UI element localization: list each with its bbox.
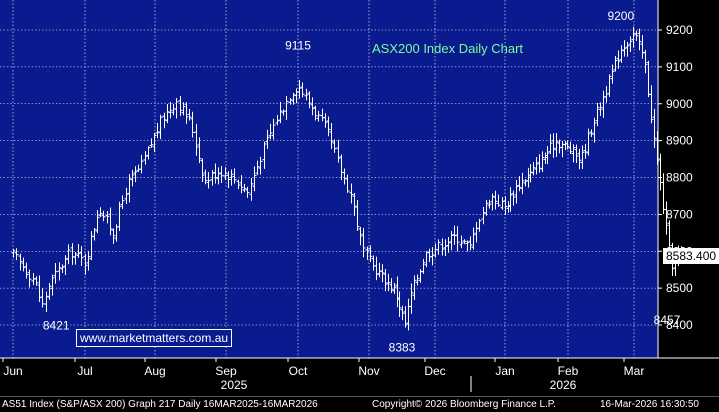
x-month-label: Oct [289, 364, 308, 378]
x-month-label: Dec [424, 364, 445, 378]
y-tick-label: 9200 [666, 23, 693, 37]
x-month-label: Aug [144, 364, 165, 378]
price-annotation: 8383 [389, 340, 416, 354]
x-month-label: Mar [624, 364, 645, 378]
footer-copyright: Copyright© 2026 Bloomberg Finance L.P. [372, 399, 556, 410]
footer-bar: AS51 Index (S&P/ASX 200) Graph 217 Daily… [0, 396, 719, 412]
price-bars [11, 26, 687, 331]
y-tick-label: 8800 [666, 171, 693, 185]
x-axis-ticks: Jun Jul Aug Sep Oct Nov Dec Jan Feb Mar 2025 2026 [2, 358, 645, 392]
y-tick-label: 9100 [666, 60, 693, 74]
price-annotation: 8421 [43, 318, 70, 332]
y-tick-label: 8400 [666, 318, 693, 332]
x-month-label: Jan [495, 364, 514, 378]
annotations: 8421 9115 8383 9200 8457 [43, 9, 681, 354]
price-annotation: 9115 [285, 38, 311, 52]
x-month-label: Feb [558, 364, 579, 378]
ohlc-chart: 840085008600870088008900900091009200 Jun… [0, 0, 719, 392]
x-month-label: Nov [358, 364, 379, 378]
y-tick-label: 8500 [666, 281, 693, 295]
footer-security: AS51 Index (S&P/ASX 200) Graph 217 Daily… [2, 399, 318, 410]
footer-timestamp: 16-Mar-2026 16:30:50 [600, 399, 699, 410]
watermark-link[interactable]: www.marketmatters.com.au [76, 329, 233, 347]
plot-area [0, 0, 658, 358]
x-year-label: 2025 [221, 378, 248, 392]
y-tick-label: 8700 [666, 207, 693, 221]
y-tick-label: 9000 [666, 97, 693, 111]
x-month-label: Jun [3, 364, 22, 378]
x-month-label: Jul [77, 364, 92, 378]
last-price-badge: 8583.400 [663, 248, 719, 264]
y-tick-label: 8900 [666, 134, 693, 148]
price-annotation: 9200 [607, 9, 634, 23]
chart-title: ASX200 Index Daily Chart [372, 41, 523, 56]
price-annotation: 8457 [654, 313, 681, 327]
x-month-label: Sep [215, 364, 237, 378]
x-year-label: 2026 [550, 378, 577, 392]
